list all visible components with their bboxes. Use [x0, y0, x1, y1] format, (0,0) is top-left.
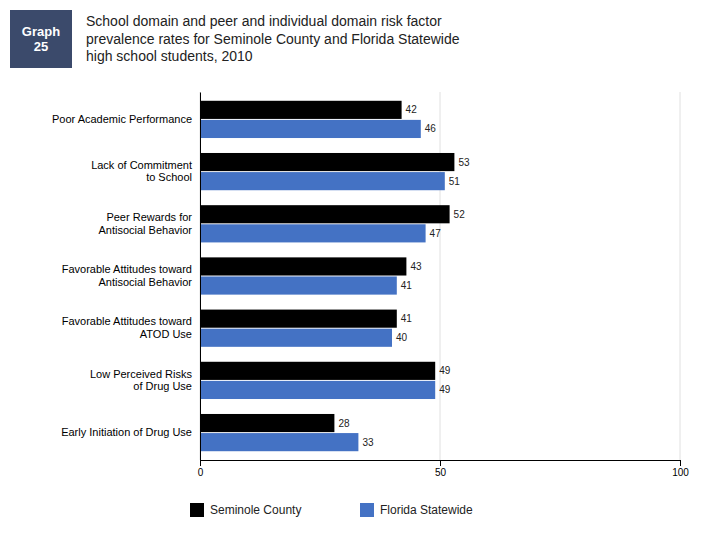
x-tick-label: 100	[672, 467, 689, 478]
bar	[200, 381, 435, 399]
x-axis: 0 50 100	[198, 460, 690, 478]
grid-line	[680, 92, 681, 460]
data-label: 52	[454, 209, 466, 220]
data-label: 46	[425, 123, 437, 134]
y-tick-label: Peer Rewards forAntisocial Behavior	[98, 211, 192, 236]
legend: Seminole County Florida Statewide	[190, 503, 473, 517]
y-tick: Poor Academic Performance	[52, 113, 192, 125]
annotation: Graph25	[22, 24, 60, 54]
x-tick-label: 0	[198, 467, 204, 478]
data-label: 47	[430, 228, 442, 239]
bar	[200, 120, 421, 138]
y-tick: Early Initiation of Drug Use	[61, 426, 192, 438]
y-axis-line	[200, 93, 201, 461]
x-axis-line	[201, 461, 681, 467]
bar	[200, 433, 358, 451]
annotation-box	[10, 10, 72, 68]
bar	[200, 153, 454, 171]
data-labels: 42 53 52 43 41 49 28 46 51 47 41 40 49 33	[338, 104, 470, 447]
grid-line	[440, 92, 441, 460]
bar	[200, 414, 334, 432]
y-tick: Favorable Attitudes towardAntisocial Beh…	[62, 263, 193, 288]
x-tick-mark	[440, 460, 441, 466]
y-tick: Low Perceived Risksof Drug Use	[90, 368, 193, 393]
data-label: 49	[439, 365, 451, 376]
grid	[200, 92, 680, 460]
bar	[200, 172, 445, 190]
data-label: 33	[362, 437, 374, 448]
x-tick-mark	[200, 460, 201, 466]
plot: 42 53 52 43 41 49 28 46 51 47 41 40 49 33 0 50 100 Poor A…	[52, 92, 689, 478]
bar	[200, 329, 392, 347]
y-tick: Lack of Commitmentto School	[91, 159, 192, 184]
data-label: 42	[406, 104, 418, 115]
data-label: 41	[401, 313, 413, 324]
grid-line	[200, 92, 201, 460]
bar	[200, 276, 397, 294]
y-axis: Poor Academic Performance Lack of Commitm…	[52, 93, 201, 461]
bar	[200, 310, 397, 328]
y-tick: Peer Rewards forAntisocial Behavior	[98, 211, 192, 236]
legend-swatch	[190, 503, 204, 517]
legend-label: Seminole County	[210, 503, 301, 517]
bar	[200, 224, 426, 242]
y-tick-label: Favorable Attitudes towardAntisocial Beh…	[62, 263, 193, 288]
y-tick: Favorable Attitudes towardATOD Use	[62, 315, 192, 340]
chart: Graph25 School domain and peer and indivi…	[0, 0, 720, 540]
data-label: 43	[410, 261, 422, 272]
data-label: 51	[449, 176, 461, 187]
bar	[200, 101, 402, 119]
x-tick-label: 50	[435, 467, 447, 478]
x-tick: 0	[198, 460, 204, 478]
bar	[200, 257, 406, 275]
y-tick-label: Lack of Commitmentto School	[91, 159, 192, 184]
y-tick-label: Poor Academic Performance	[52, 113, 192, 125]
x-tick: 100	[672, 460, 689, 478]
legend-item: Seminole County	[190, 503, 301, 517]
x-tick-mark	[680, 460, 681, 466]
bar	[200, 205, 450, 223]
y-tick-label: Favorable Attitudes towardATOD Use	[62, 315, 192, 340]
data-label: 28	[338, 418, 350, 429]
data-label: 49	[439, 384, 451, 395]
data-label: 40	[396, 332, 408, 343]
y-tick-label: Low Perceived Risksof Drug Use	[90, 368, 193, 393]
y-tick-label: Early Initiation of Drug Use	[61, 426, 192, 438]
title: School domain and peer and individual do…	[86, 13, 460, 64]
x-tick: 50	[435, 460, 447, 478]
legend-swatch	[360, 503, 374, 517]
bars	[200, 101, 454, 451]
legend-label: Florida Statewide	[380, 503, 473, 517]
data-label: 41	[401, 280, 413, 291]
annotation-group: Graph25	[10, 10, 72, 68]
legend-item: Florida Statewide	[360, 503, 473, 517]
data-label: 53	[458, 157, 470, 168]
bar	[200, 362, 435, 380]
